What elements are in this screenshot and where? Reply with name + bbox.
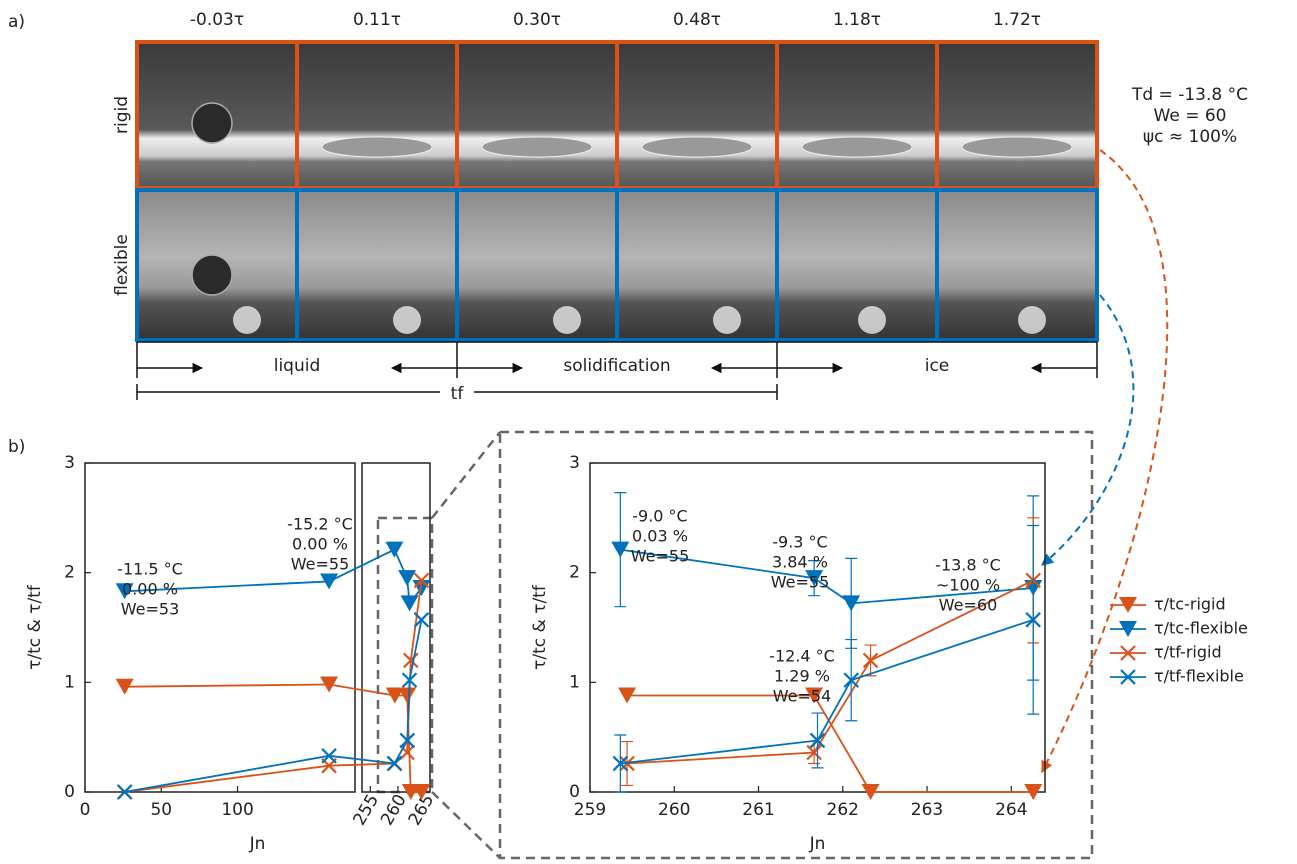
annotation: We=54 <box>773 687 832 706</box>
time-label: -0.03τ <box>190 10 244 30</box>
time-label: 0.48τ <box>673 10 721 30</box>
reflection <box>858 306 886 334</box>
photo <box>457 190 617 340</box>
zoom-connector <box>432 432 500 518</box>
legend-label: τ/tc-flexible <box>1154 619 1248 638</box>
condition: Td = -13.8 °C <box>1131 85 1248 105</box>
y-tick-label: 3 <box>569 453 580 473</box>
x-tick-label: 262 <box>827 800 859 820</box>
annotation: -9.3 °C <box>772 533 827 552</box>
annotation: We=55 <box>291 555 350 574</box>
annotation: 3.84 % <box>772 553 828 572</box>
splat <box>802 137 912 157</box>
y-axis-label: τ/tc & τ/tf <box>25 584 45 670</box>
legend-label: τ/tf-flexible <box>1154 667 1244 686</box>
marker <box>385 542 403 558</box>
row-label: rigid <box>112 96 132 134</box>
time-label: 0.11τ <box>353 10 401 30</box>
photo <box>777 190 937 340</box>
y-tick-label: 1 <box>64 672 75 692</box>
legend-label: τ/tf-rigid <box>1154 643 1222 662</box>
x-tick-label: 263 <box>911 800 943 820</box>
x-tick-label: 100 <box>221 800 253 820</box>
photo <box>297 190 457 340</box>
photo <box>617 42 777 188</box>
marker <box>398 570 416 586</box>
annotation: 0.03 % <box>632 527 688 546</box>
y-tick-label: 1 <box>569 672 580 692</box>
annotation: We=60 <box>939 596 998 615</box>
x-tick-label: 264 <box>995 800 1027 820</box>
series-line <box>627 695 1033 792</box>
phase-label: ice <box>925 356 950 376</box>
y-tick-label: 0 <box>569 782 580 802</box>
reflection <box>1018 306 1046 334</box>
photo <box>457 42 617 188</box>
condition: ψc ≈ 100% <box>1143 127 1237 147</box>
splat <box>482 137 592 157</box>
legend-label: τ/tc-rigid <box>1154 595 1226 614</box>
x-tick-label: 260 <box>377 791 411 829</box>
photo <box>297 42 457 188</box>
annotation: 0.00 % <box>292 535 348 554</box>
annotation: We=53 <box>121 600 180 619</box>
x-tick-label: 259 <box>574 800 606 820</box>
time-label: 0.30τ <box>513 10 561 30</box>
droplet <box>192 255 232 295</box>
x-tick-label: 0 <box>80 800 91 820</box>
reflection <box>553 306 581 334</box>
reflection <box>393 306 421 334</box>
condition: We = 60 <box>1154 106 1227 126</box>
annotation: -9.0 °C <box>632 507 687 526</box>
marker <box>611 542 629 558</box>
y-axis-label: τ/tc & τ/tf <box>530 584 550 670</box>
splat <box>322 137 432 157</box>
photo <box>617 190 777 340</box>
x-tick-label: 255 <box>350 791 384 829</box>
y-tick-label: 2 <box>569 563 580 583</box>
zoom-connector <box>432 792 500 858</box>
photo <box>777 42 937 188</box>
splat <box>962 137 1072 157</box>
annotation: ~100 % <box>936 576 1000 595</box>
annotation: 0.00 % <box>122 580 178 599</box>
x-tick-label: 50 <box>150 800 172 820</box>
y-tick-label: 3 <box>64 453 75 473</box>
row-label: flexible <box>112 234 132 296</box>
x-axis-label: Jn <box>809 834 826 854</box>
annotation: 1.29 % <box>774 667 830 686</box>
splat <box>642 137 752 157</box>
panel-label: a) <box>8 12 25 32</box>
annotation: -15.2 °C <box>287 515 353 534</box>
annotation: We=55 <box>771 573 830 592</box>
time-label: 1.72τ <box>993 10 1041 30</box>
time-label: 1.18τ <box>833 10 881 30</box>
x-axis-label: Jn <box>249 834 266 854</box>
figure: a) b) -0.03τ 0.11τ 0.30τ 0.48τ 1.18τ 1.72τ rig… <box>0 0 1297 864</box>
y-tick-label: 2 <box>64 563 75 583</box>
reflection <box>713 306 741 334</box>
annotation: We=55 <box>631 547 690 566</box>
marker <box>401 595 419 611</box>
zoom-frame <box>500 432 1092 858</box>
photo <box>937 190 1097 340</box>
reflection <box>233 306 261 334</box>
photo <box>937 42 1097 188</box>
plot-frame <box>85 463 355 792</box>
phase-label: liquid <box>274 356 321 376</box>
x-tick-label: 261 <box>742 800 774 820</box>
droplet <box>192 103 232 143</box>
tf-label: tf <box>451 384 465 404</box>
annotation: -12.4 °C <box>769 647 835 666</box>
panel-label: b) <box>8 437 25 457</box>
annotation: -13.8 °C <box>935 556 1001 575</box>
phase-label: solidification <box>563 356 670 376</box>
y-tick-label: 0 <box>64 782 75 802</box>
annotation: -11.5 °C <box>117 560 183 579</box>
x-tick-label: 260 <box>658 800 690 820</box>
